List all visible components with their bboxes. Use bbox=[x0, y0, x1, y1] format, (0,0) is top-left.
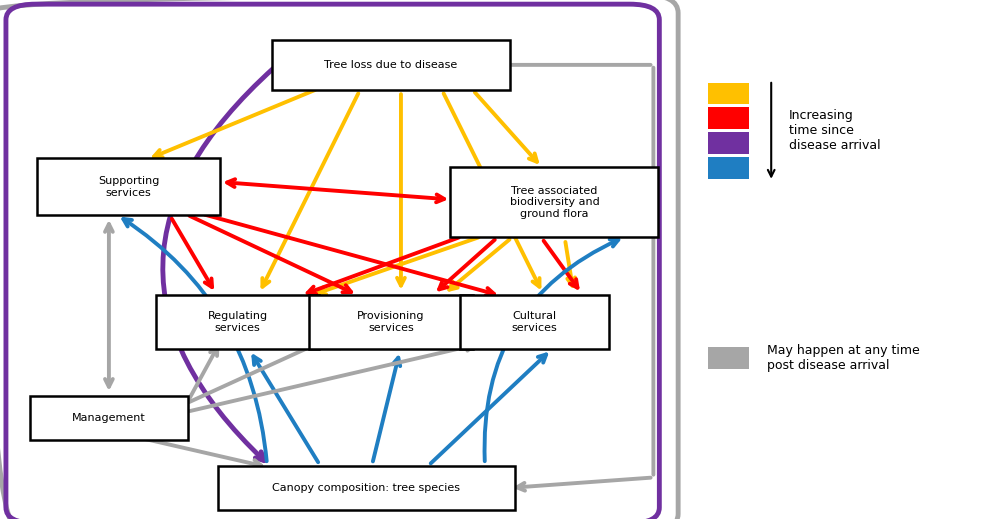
FancyArrowPatch shape bbox=[189, 339, 327, 402]
Text: Regulating
services: Regulating services bbox=[208, 311, 267, 333]
FancyArrowPatch shape bbox=[190, 343, 474, 411]
FancyArrowPatch shape bbox=[308, 238, 458, 294]
FancyBboxPatch shape bbox=[38, 158, 220, 215]
FancyBboxPatch shape bbox=[450, 167, 658, 238]
FancyBboxPatch shape bbox=[30, 395, 188, 440]
Bar bbox=[708, 157, 749, 179]
FancyArrowPatch shape bbox=[440, 240, 495, 290]
FancyArrowPatch shape bbox=[373, 358, 400, 461]
Bar bbox=[708, 107, 749, 129]
FancyBboxPatch shape bbox=[272, 40, 510, 89]
FancyArrowPatch shape bbox=[146, 439, 261, 468]
FancyBboxPatch shape bbox=[218, 466, 515, 510]
FancyArrowPatch shape bbox=[475, 92, 537, 162]
FancyArrowPatch shape bbox=[449, 240, 510, 290]
FancyArrowPatch shape bbox=[431, 354, 546, 463]
FancyArrowPatch shape bbox=[444, 93, 540, 287]
FancyArrowPatch shape bbox=[154, 90, 316, 157]
FancyArrowPatch shape bbox=[565, 242, 575, 286]
Bar bbox=[708, 347, 749, 369]
FancyArrowPatch shape bbox=[262, 93, 358, 287]
FancyArrowPatch shape bbox=[186, 347, 218, 404]
FancyArrowPatch shape bbox=[124, 219, 266, 461]
FancyArrowPatch shape bbox=[172, 219, 212, 287]
Text: Cultural
services: Cultural services bbox=[512, 311, 557, 333]
Text: Provisioning
services: Provisioning services bbox=[357, 311, 425, 333]
Text: Tree loss due to disease: Tree loss due to disease bbox=[325, 60, 457, 70]
FancyArrowPatch shape bbox=[189, 216, 351, 292]
FancyArrowPatch shape bbox=[397, 94, 405, 285]
Text: Canopy composition: tree species: Canopy composition: tree species bbox=[272, 483, 460, 493]
Text: Supporting
services: Supporting services bbox=[98, 176, 159, 198]
FancyArrowPatch shape bbox=[544, 241, 577, 288]
FancyArrowPatch shape bbox=[318, 237, 478, 294]
FancyBboxPatch shape bbox=[309, 295, 473, 349]
FancyArrowPatch shape bbox=[484, 239, 619, 461]
Text: Increasing
time since
disease arrival: Increasing time since disease arrival bbox=[789, 110, 881, 152]
FancyArrowPatch shape bbox=[205, 215, 494, 296]
Text: Tree associated
biodiversity and
ground flora: Tree associated biodiversity and ground … bbox=[510, 186, 599, 219]
Text: Management: Management bbox=[72, 413, 146, 423]
Text: May happen at any time
post disease arrival: May happen at any time post disease arri… bbox=[767, 344, 920, 372]
FancyBboxPatch shape bbox=[155, 295, 319, 349]
Bar bbox=[708, 132, 749, 154]
FancyArrowPatch shape bbox=[227, 179, 445, 202]
FancyBboxPatch shape bbox=[460, 295, 609, 349]
FancyArrowPatch shape bbox=[105, 224, 113, 387]
FancyArrowPatch shape bbox=[253, 357, 318, 462]
Bar bbox=[708, 83, 749, 104]
